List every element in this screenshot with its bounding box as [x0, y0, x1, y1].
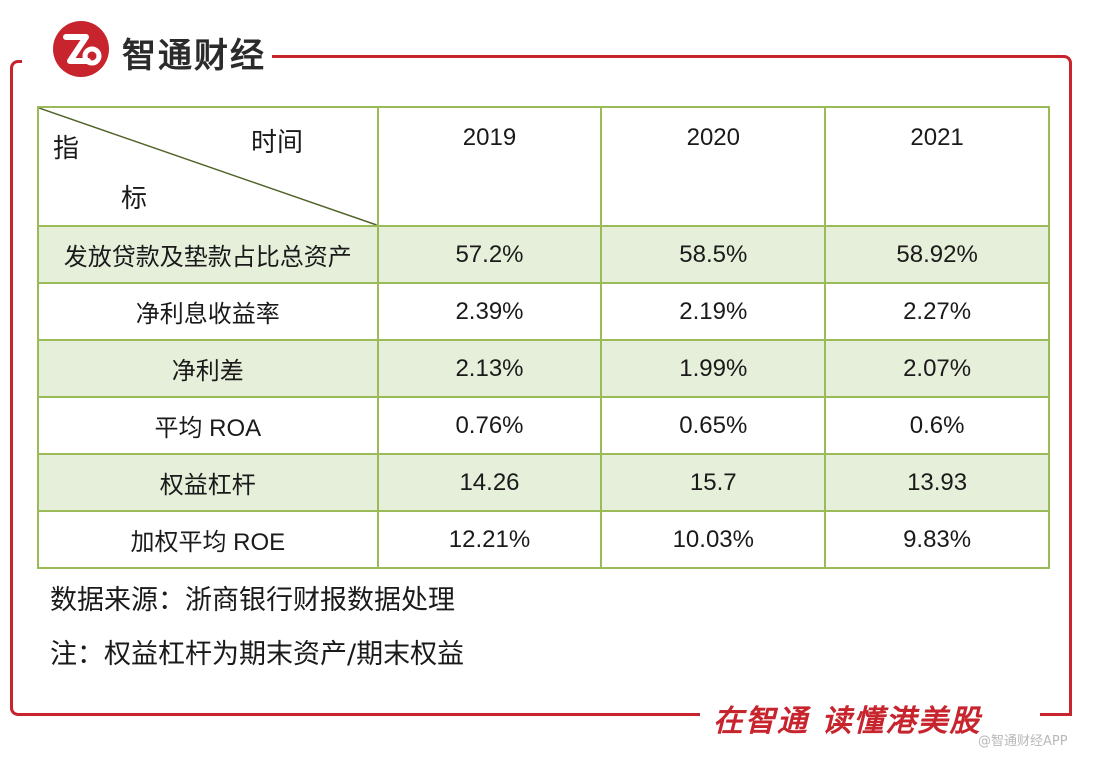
year-header: 2021	[824, 106, 1050, 227]
table-cell: 10.03%	[600, 510, 827, 569]
zhitong-logo-icon	[53, 21, 109, 77]
row-label: 净利息收益率	[37, 282, 379, 341]
table-cell: 15.7	[600, 453, 827, 512]
table-cell: 0.65%	[600, 396, 827, 455]
table-row: 发放贷款及垫款占比总资产 57.2% 58.5% 58.92%	[37, 225, 1050, 284]
table-row: 净利息收益率 2.39% 2.19% 2.27%	[37, 282, 1050, 341]
table-cell: 57.2%	[376, 225, 603, 284]
row-label: 权益杠杆	[37, 453, 379, 512]
frame-border-right	[1069, 75, 1072, 715]
table-cell: 2.07%	[824, 339, 1050, 398]
diagonal-divider	[39, 108, 377, 225]
brand-name: 智通财经	[122, 36, 266, 76]
table-cell: 2.39%	[376, 282, 603, 341]
corner-label-time: 时间	[251, 127, 304, 157]
table-cell: 2.27%	[824, 282, 1050, 341]
corner-cell: 时间 指 标	[37, 106, 379, 227]
frame-border-bottom-right	[1040, 713, 1072, 716]
table-row: 权益杠杆 14.26 15.7 13.93	[37, 453, 1050, 512]
table-cell: 14.26	[376, 453, 603, 512]
table-cell: 2.19%	[600, 282, 827, 341]
corner-label-indicator-1: 指	[53, 133, 80, 163]
table-row: 加权平均 ROE 12.21% 10.03% 9.83%	[37, 510, 1050, 569]
row-label: 发放贷款及垫款占比总资产	[37, 225, 379, 284]
frame-border-bottom	[20, 713, 700, 716]
corner-label-indicator-2: 标	[121, 183, 148, 213]
frame-border-top	[272, 55, 1072, 77]
remark-note: 注：权益杠杆为期末资产/期末权益	[50, 639, 465, 670]
watermark: @智通财经APP	[978, 734, 1068, 749]
bank-indicators-table: 时间 指 标 2019 2020 2021 发放贷款及垫款占比总资产 57.2%…	[37, 106, 1050, 569]
table-cell: 58.5%	[600, 225, 827, 284]
brand-slogan: 在智通 读懂港美股	[713, 704, 982, 739]
table-cell: 58.92%	[824, 225, 1050, 284]
frame-border-left	[10, 60, 22, 716]
row-label: 加权平均 ROE	[37, 510, 379, 569]
source-note: 数据来源：浙商银行财报数据处理	[50, 585, 455, 616]
table-cell: 13.93	[824, 453, 1050, 512]
table-row: 平均 ROA 0.76% 0.65% 0.6%	[37, 396, 1050, 455]
table-cell: 0.76%	[376, 396, 603, 455]
table-header-row: 时间 指 标 2019 2020 2021	[37, 106, 1050, 227]
row-label: 净利差	[37, 339, 379, 398]
table-cell: 0.6%	[824, 396, 1050, 455]
table-cell: 12.21%	[376, 510, 603, 569]
table-cell: 9.83%	[824, 510, 1050, 569]
table-row: 净利差 2.13% 1.99% 2.07%	[37, 339, 1050, 398]
table-cell: 2.13%	[376, 339, 603, 398]
row-label: 平均 ROA	[37, 396, 379, 455]
year-header: 2020	[600, 106, 827, 227]
year-header: 2019	[376, 106, 603, 227]
table-cell: 1.99%	[600, 339, 827, 398]
